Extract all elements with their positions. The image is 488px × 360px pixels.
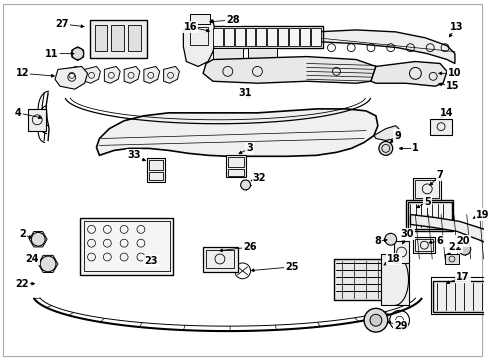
Text: 20: 20	[455, 236, 468, 246]
Text: 22: 22	[16, 279, 29, 289]
Bar	[224, 28, 233, 46]
Bar	[234, 28, 244, 46]
Bar	[245, 28, 255, 46]
Bar	[405, 200, 452, 231]
Text: 32: 32	[252, 173, 265, 183]
Text: 33: 33	[127, 150, 141, 160]
Text: 6: 6	[436, 236, 443, 246]
Bar	[432, 281, 488, 312]
Bar	[227, 157, 243, 167]
Bar	[310, 28, 320, 46]
Circle shape	[40, 256, 56, 272]
Text: 16: 16	[183, 22, 197, 32]
Text: 24: 24	[25, 254, 39, 264]
Text: 25: 25	[285, 262, 298, 272]
Text: 13: 13	[449, 22, 463, 32]
Text: 29: 29	[393, 321, 407, 331]
Text: 8: 8	[374, 236, 381, 246]
Circle shape	[364, 309, 387, 332]
Bar	[94, 25, 107, 51]
Bar	[203, 247, 237, 272]
Circle shape	[72, 48, 83, 59]
Bar	[267, 28, 277, 46]
Circle shape	[369, 314, 381, 326]
Text: 12: 12	[16, 68, 29, 78]
Bar	[407, 202, 451, 229]
Polygon shape	[84, 67, 100, 83]
Bar	[415, 180, 438, 198]
Bar	[227, 169, 243, 176]
Bar	[148, 160, 163, 170]
Text: 5: 5	[423, 197, 430, 207]
Text: 27: 27	[55, 19, 68, 29]
Bar	[225, 155, 245, 177]
Bar	[278, 28, 287, 46]
Bar	[211, 26, 322, 48]
Circle shape	[31, 232, 45, 246]
Polygon shape	[65, 67, 81, 83]
Circle shape	[378, 141, 392, 155]
Polygon shape	[104, 67, 120, 83]
Text: 30: 30	[400, 229, 413, 239]
Bar	[80, 217, 173, 275]
Polygon shape	[124, 67, 140, 83]
Bar	[247, 48, 277, 67]
Polygon shape	[306, 30, 454, 63]
Bar	[83, 221, 169, 271]
Text: 14: 14	[439, 108, 453, 118]
Text: 21: 21	[447, 242, 461, 252]
Bar	[146, 158, 164, 182]
Bar	[213, 48, 242, 67]
Bar	[393, 241, 408, 263]
Bar	[444, 254, 458, 264]
Text: 31: 31	[238, 88, 252, 98]
Text: 26: 26	[242, 242, 256, 252]
Polygon shape	[409, 215, 488, 259]
Text: 7: 7	[436, 170, 443, 180]
Polygon shape	[55, 67, 87, 89]
Bar	[213, 28, 223, 46]
Text: 2: 2	[19, 229, 26, 239]
Bar	[334, 259, 385, 301]
Circle shape	[458, 243, 470, 255]
Bar	[89, 20, 146, 58]
Bar	[256, 28, 266, 46]
Polygon shape	[96, 109, 377, 156]
Polygon shape	[163, 67, 179, 83]
Text: 28: 28	[225, 15, 239, 25]
Bar	[128, 25, 141, 51]
Bar	[430, 277, 488, 314]
Text: 10: 10	[447, 68, 461, 78]
Bar	[111, 25, 124, 51]
Text: 18: 18	[386, 254, 400, 264]
Text: 1: 1	[411, 143, 418, 153]
Polygon shape	[203, 57, 375, 83]
Text: 17: 17	[455, 272, 468, 282]
Polygon shape	[373, 126, 400, 140]
Bar	[148, 172, 163, 180]
Text: 3: 3	[245, 143, 252, 153]
Bar	[299, 28, 309, 46]
Text: 11: 11	[45, 49, 59, 59]
Bar	[28, 109, 46, 131]
Bar	[190, 14, 210, 24]
Text: 15: 15	[445, 81, 459, 91]
Bar	[415, 239, 432, 251]
Bar	[380, 254, 407, 305]
Polygon shape	[183, 20, 216, 67]
Bar	[205, 250, 233, 268]
Text: 23: 23	[144, 256, 157, 266]
Bar	[288, 28, 298, 46]
Bar	[412, 237, 434, 253]
Circle shape	[240, 180, 250, 190]
Circle shape	[384, 233, 396, 245]
Text: 4: 4	[15, 108, 22, 118]
Bar	[190, 27, 207, 45]
Polygon shape	[370, 62, 446, 86]
Text: 9: 9	[393, 131, 400, 140]
Text: 19: 19	[475, 210, 488, 220]
Polygon shape	[143, 67, 160, 83]
Bar	[412, 178, 440, 200]
Bar	[429, 119, 451, 135]
